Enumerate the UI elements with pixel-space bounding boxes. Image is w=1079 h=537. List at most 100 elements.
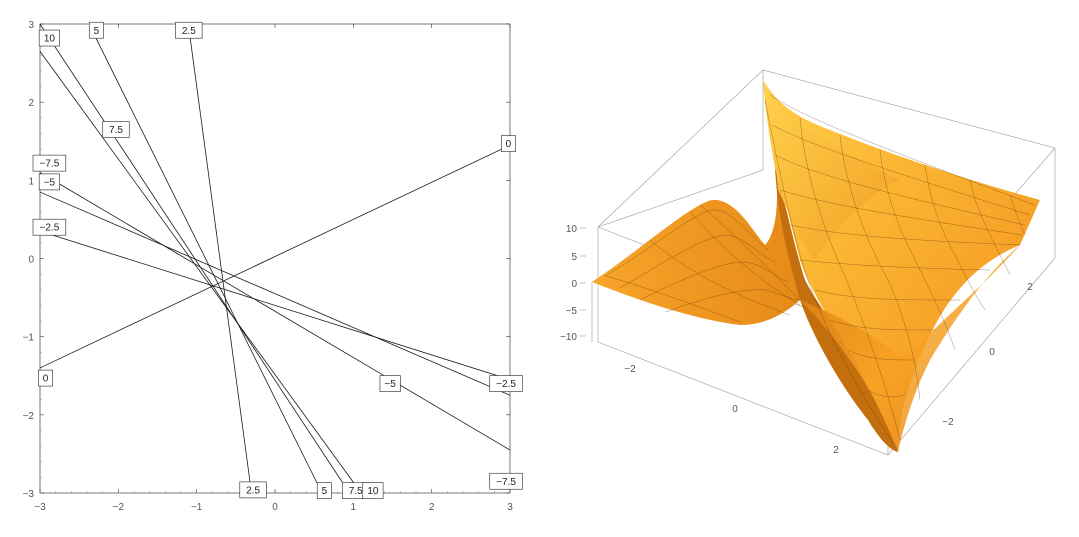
- contour-label: 5: [316, 482, 332, 500]
- contour-label-text: 5: [322, 486, 328, 497]
- contour-label-box: [32, 154, 67, 172]
- mesh-line: [799, 117, 901, 441]
- contour-label: 0: [500, 135, 516, 152]
- mesh-line: [764, 99, 899, 451]
- contour-line-1: [188, 27, 252, 494]
- mesh-line: [814, 289, 961, 301]
- mesh-line: [699, 204, 801, 301]
- x-tick-label: 0: [272, 502, 278, 513]
- mesh-line: [771, 124, 1031, 216]
- y-tick-label: 2: [28, 98, 34, 109]
- z-tick-label: −10: [560, 332, 577, 343]
- z-tick-label: −5: [566, 306, 578, 317]
- mesh-line: [664, 289, 801, 313]
- surface-front-region: [800, 245, 1020, 452]
- contour-label-box: [489, 472, 523, 490]
- mesh-line: [604, 275, 741, 323]
- contour-label-box: [102, 121, 130, 138]
- contour-label-box: [38, 369, 53, 387]
- box-edge-back: [597, 69, 1056, 342]
- contour-label-box: [379, 375, 401, 392]
- contour-label-box: [175, 21, 203, 39]
- mesh-line: [769, 94, 1036, 206]
- mesh-line: [774, 154, 1026, 226]
- x-tick-label: 3: [507, 502, 513, 513]
- mesh-line: [789, 224, 1021, 246]
- contour-label: 7.5: [102, 121, 130, 138]
- contour-line-3: [39, 23, 350, 494]
- contour-label-box: [239, 481, 267, 499]
- contour-line-4: [39, 51, 362, 494]
- contour-label-text: 7.5: [349, 486, 363, 497]
- surface-mesh: [604, 94, 1036, 451]
- mesh-line: [649, 239, 791, 316]
- contour-label-text: 10: [367, 486, 379, 497]
- contour-label-box: [38, 173, 60, 191]
- contour-labels: 10 5 2.5 7.5 −7.5 −5 −2.5 0 0 −5 −2.5 −7.5 2.5 5 7.5 10: [32, 21, 523, 500]
- x-tick-label: 1: [351, 502, 357, 513]
- y-tick-label: 0: [28, 255, 34, 266]
- contour-label-text: 2.5: [182, 26, 196, 37]
- mesh-line: [619, 234, 776, 289]
- mesh-line: [847, 349, 916, 361]
- contour-line-5: [39, 172, 511, 451]
- contour-label-box: [32, 218, 67, 236]
- y3d-tick-label: 2: [1027, 282, 1033, 293]
- x3d-tick-label: −2: [624, 364, 636, 375]
- y-tick-label: −1: [23, 333, 35, 344]
- x-tick-label: −2: [113, 502, 125, 513]
- contour-label-text: −2.5: [496, 379, 516, 390]
- mesh-line: [1009, 194, 1026, 236]
- x3d-tick-label: 2: [833, 445, 839, 456]
- contour-label-text: 7.5: [109, 125, 123, 136]
- contour-label-text: 10: [44, 34, 56, 45]
- mesh-line: [867, 389, 906, 398]
- x-tick-label: 2: [429, 502, 435, 513]
- z-tick-label: 10: [566, 224, 578, 235]
- contour-label: 2.5: [239, 481, 267, 499]
- y-tick-label: −3: [23, 489, 35, 500]
- contour-label: 10: [38, 29, 60, 47]
- mesh-line: [689, 211, 801, 306]
- contour-label-box: [500, 135, 516, 152]
- y-tick-label: 3: [28, 20, 34, 31]
- mesh-line: [779, 189, 1023, 236]
- mesh-line: [924, 164, 986, 311]
- contour-label: −2.5: [32, 218, 67, 236]
- contour-line-7: [39, 230, 511, 381]
- y-tick-label: 1: [28, 176, 34, 187]
- mesh-line: [829, 319, 936, 331]
- contour-label: −2.5: [489, 375, 523, 392]
- contour-label: 0: [38, 369, 53, 387]
- y3d-tick-label: 0: [989, 347, 995, 358]
- mesh-line: [879, 149, 956, 351]
- z-tick-label: 0: [571, 279, 577, 290]
- y-tick-label: −2: [23, 411, 35, 422]
- mesh-line: [839, 134, 921, 401]
- contour-plot: −3 −2 −1 0 1 2 3 −3 −2 −1 0 1 2 3 10 5 2.5 7.5 −7.5 −5 −2.5…: [23, 20, 523, 513]
- box-edge-front: [591, 282, 593, 342]
- x-tick-label: −1: [191, 502, 203, 513]
- contour-label: −5: [38, 173, 60, 191]
- contour-label: −7.5: [32, 154, 67, 172]
- y3d-tick-label: −2: [942, 417, 954, 428]
- contour-label-text: −5: [384, 379, 396, 390]
- contour-label-text: 0: [506, 139, 512, 150]
- contour-label: −5: [379, 375, 401, 392]
- contour-label-box: [316, 482, 332, 500]
- contour-label-box: [362, 482, 384, 500]
- contour-line-0: [39, 144, 511, 369]
- contour-label: 5: [88, 21, 104, 39]
- contour-label-text: −7.5: [496, 477, 516, 488]
- contour-label-text: −2.5: [40, 223, 60, 234]
- mesh-line: [604, 209, 769, 277]
- contour-axis-ticks: −3 −2 −1 0 1 2 3 −3 −2 −1 0 1 2 3: [23, 20, 514, 513]
- x-tick-label: −3: [34, 502, 46, 513]
- surface-spike: [763, 80, 900, 260]
- contour-line-2: [90, 27, 323, 494]
- contour-label: 10: [362, 482, 384, 500]
- contour-label: −7.5: [489, 472, 523, 490]
- contour-line-6: [39, 191, 511, 396]
- contour-label: 2.5: [175, 21, 203, 39]
